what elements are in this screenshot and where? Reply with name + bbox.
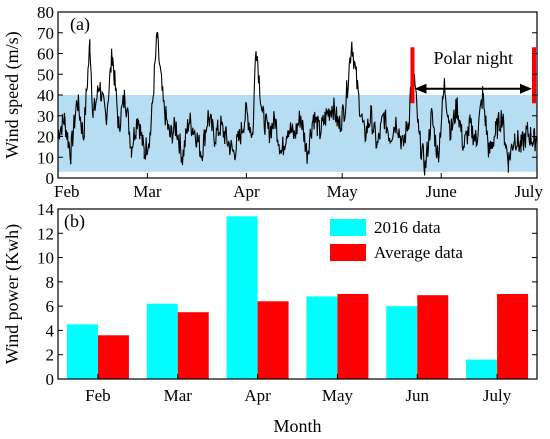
polar-night-annotation: Polar night: [410, 47, 536, 104]
y-tick-label: 60: [37, 45, 54, 64]
bar-apr-average: [257, 301, 289, 379]
legend-swatch-average: [330, 244, 366, 261]
y-tick-label: 6: [46, 297, 55, 316]
bar-july-average: [497, 294, 529, 379]
legend: 2016 data Average data: [330, 218, 463, 262]
y-tick-label: 30: [37, 107, 54, 126]
bar-mar-average: [177, 312, 209, 379]
x-tick-label: Jun: [405, 386, 429, 405]
y-tick-label: 40: [37, 86, 54, 105]
panel-label-a: (a): [70, 14, 90, 35]
wind-power-panel: 0 2 4 6 8 10 12 14 Feb Mar Apr May Jun July (b) Wind…: [2, 200, 538, 436]
bar-feb-2016: [66, 324, 98, 379]
polar-night-arrowhead-left: [414, 83, 427, 94]
x-tick-label: July: [515, 182, 544, 201]
wind-speed-line: [57, 32, 538, 176]
plot-frame-b: [57, 208, 538, 380]
x-tick-label: Mar: [133, 182, 162, 201]
y-tick-label: 0: [46, 370, 55, 389]
x-tick-label: Mar: [164, 386, 193, 405]
x-tick-label: Feb: [54, 182, 80, 201]
x-axis-a: Feb Mar Apr May June July: [54, 173, 543, 201]
y-tick-label: 80: [37, 3, 54, 22]
bar-may-average: [337, 294, 369, 379]
bar-mar-2016: [146, 303, 178, 379]
bar-may-2016: [306, 296, 338, 379]
y-axis-label-a: Wind speed (m/s): [2, 31, 23, 158]
y-tick-label: 70: [37, 24, 54, 43]
x-tick-label: July: [483, 386, 512, 405]
y-tick-label: 50: [37, 65, 54, 84]
x-axis-label-b: Month: [273, 416, 321, 436]
y-tick-label: 4: [46, 321, 55, 340]
bar-feb-average: [97, 335, 129, 379]
y-tick-label: 10: [37, 249, 54, 268]
legend-label-2016: 2016 data: [374, 218, 441, 237]
bar-july-2016: [466, 359, 498, 379]
y-tick-label: 12: [37, 224, 54, 243]
y-tick-label: 14: [37, 200, 55, 219]
polar-night-label: Polar night: [433, 48, 513, 68]
y-tick-label: 8: [46, 273, 55, 292]
y-tick-label: 20: [37, 128, 54, 147]
y-tick-label: 0: [46, 169, 55, 188]
x-tick-label: June: [426, 182, 457, 201]
legend-swatch-2016: [330, 219, 366, 236]
x-tick-label: Apr: [233, 182, 260, 201]
y-tick-label: 10: [37, 148, 54, 167]
x-axis-b: Feb Mar Apr May Jun July: [85, 374, 512, 405]
x-tick-label: Feb: [85, 386, 111, 405]
bar-jun-2016: [386, 306, 418, 379]
bars: [66, 216, 529, 379]
polar-night-arrowhead-right: [520, 83, 532, 94]
bar-jun-average: [417, 295, 449, 379]
legend-label-average: Average data: [374, 243, 463, 262]
bar-apr-2016: [226, 216, 258, 379]
y-axis-b: 0 2 4 6 8 10 12 14: [37, 200, 537, 389]
x-tick-label: May: [322, 386, 354, 405]
panel-label-b: (b): [64, 211, 85, 232]
x-tick-label: May: [327, 182, 359, 201]
y-axis-label-b: Wind power (Kwh): [2, 224, 23, 364]
x-tick-label: Apr: [244, 386, 271, 405]
y-tick-label: 2: [46, 346, 55, 365]
